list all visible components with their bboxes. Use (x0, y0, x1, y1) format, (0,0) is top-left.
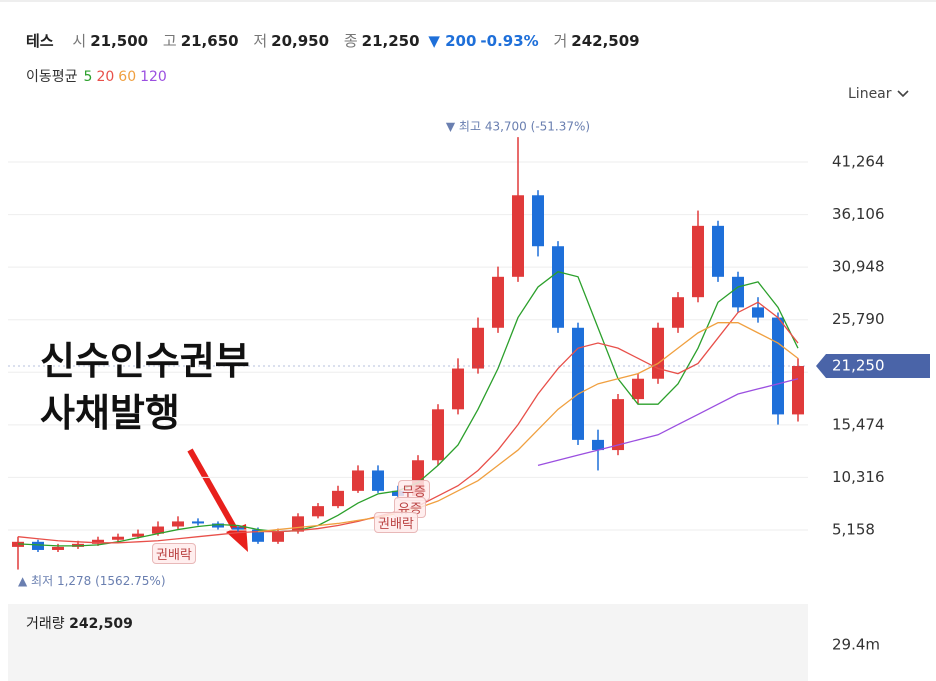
change: ▼ 200 (428, 32, 477, 50)
candle-body (372, 470, 384, 491)
value: 21,650 (180, 32, 239, 50)
value: 242,509 (571, 32, 640, 50)
candle-body (192, 521, 204, 524)
arrow-head (226, 524, 248, 552)
candle-body (512, 195, 524, 277)
y-tick-label: 41,264 (832, 153, 885, 171)
legend-item: 60 (118, 69, 137, 85)
candle-body (52, 546, 64, 550)
candle-body (492, 276, 504, 328)
candle-body (452, 368, 464, 410)
candle-body (432, 409, 444, 461)
label: 거 (553, 32, 568, 50)
label: 시 (72, 32, 87, 50)
ma-legend: 이동평균 5 20 60 120 (26, 66, 171, 86)
value: 21,250 (361, 32, 420, 50)
y-tick-label: 30,948 (832, 258, 885, 276)
scale-menu[interactable]: Linear (848, 86, 910, 102)
legend-item: 5 (83, 69, 93, 85)
candle-body (672, 297, 684, 328)
min-label: ▲ 최저 1,278 (1562.75%) (18, 574, 166, 588)
volume-tick-label: 29.4m (832, 636, 880, 654)
legend-item: 20 (96, 69, 115, 85)
value: 20,950 (271, 32, 330, 50)
scale-label[interactable]: Linear (848, 86, 892, 102)
candle-body (152, 526, 164, 534)
candle-body (572, 327, 584, 440)
candle-body (252, 529, 264, 542)
candle-body (132, 533, 144, 537)
event-label: 권배락 (374, 512, 418, 533)
volume-label: 거래량 (26, 616, 65, 632)
candle-body (332, 490, 344, 507)
volume-pane (8, 604, 808, 681)
candle-body (592, 439, 604, 451)
candle-body (652, 327, 664, 379)
candle-body (732, 276, 744, 308)
y-tick-label: 15,474 (832, 415, 885, 433)
label: 종 (343, 32, 358, 50)
candle-body (352, 470, 364, 491)
max-label: ▼ 최고 43,700 (-51.37%) (446, 120, 590, 134)
arrow (187, 448, 243, 540)
candle-body (312, 506, 324, 517)
candle-body (792, 365, 804, 415)
value: 21,500 (90, 32, 149, 50)
candle-body (712, 225, 724, 277)
ma-title: 이동평균 (26, 69, 78, 85)
label: 저 (253, 32, 268, 50)
y-tick-label: 10,316 (832, 468, 885, 486)
price-tag (816, 353, 930, 378)
candle-body (472, 327, 484, 369)
candle-body (532, 195, 544, 247)
y-tick-label: 5,158 (832, 521, 875, 539)
y-tick-label: 36,106 (832, 205, 885, 223)
ma-line (257, 322, 799, 533)
candle-body (212, 523, 224, 528)
annotation-line: 사채발행 (40, 391, 180, 435)
y-tick-label: 25,790 (832, 310, 885, 328)
event-label: 무증 (398, 480, 430, 501)
event-label: 권배락 (152, 543, 196, 564)
candle-body (552, 246, 564, 328)
candle-body (172, 521, 184, 527)
change-pct: -0.93% (480, 32, 539, 50)
volume-title: 거래량 242,509 (26, 613, 133, 633)
stock-name: 테스 (26, 32, 54, 50)
candle-body (272, 531, 284, 542)
chevron[interactable] (896, 89, 910, 99)
candle-body (692, 225, 704, 298)
price-tag-label: 21,250 (832, 356, 885, 374)
candle-body (632, 378, 644, 400)
header: 테스 시 21,500 고 21,650 저 20,950 종 21,250 ▼ 200… (26, 30, 644, 51)
label: 고 (162, 32, 177, 50)
volume-value: 242,509 (69, 616, 133, 632)
candle-body (112, 536, 124, 540)
candle-body (32, 541, 44, 550)
candle-body (612, 399, 624, 451)
candle-body (92, 539, 104, 544)
annotation-line: 신수인수권부 (40, 339, 250, 383)
candle-body (752, 307, 764, 318)
ma-line (537, 378, 799, 466)
candle-body (232, 527, 244, 530)
legend-item: 120 (140, 69, 167, 85)
